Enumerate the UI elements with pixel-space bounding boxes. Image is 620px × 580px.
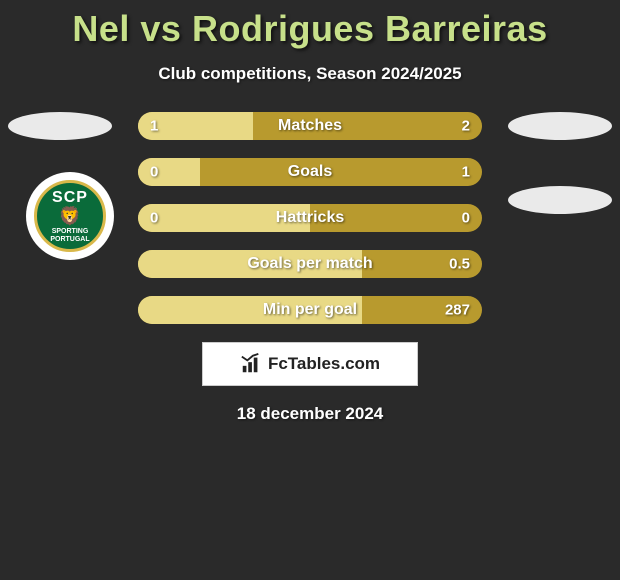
lion-icon: 🦁: [59, 207, 81, 227]
branding-text: FcTables.com: [268, 354, 380, 374]
date-label: 18 december 2024: [0, 404, 620, 424]
bar-label: Hattricks: [276, 209, 344, 227]
bar-value-left: 0: [150, 164, 158, 181]
badge-line2: PORTUGAL: [50, 236, 89, 244]
subtitle: Club competitions, Season 2024/2025: [0, 64, 620, 84]
bar-label: Goals per match: [247, 255, 372, 273]
stat-bar-matches: 1 Matches 2: [138, 112, 482, 140]
stat-bar-hattricks: 0 Hattricks 0: [138, 204, 482, 232]
stat-bar-goals: 0 Goals 1: [138, 158, 482, 186]
club-badge-inner: SCP 🦁 SPORTING PORTUGAL: [34, 180, 106, 252]
bar-value-right: 0.5: [449, 256, 470, 273]
bar-label: Matches: [278, 117, 342, 135]
stat-bars: 1 Matches 2 0 Goals 1 0 Hattricks 0 Goal…: [138, 112, 482, 324]
page-title: Nel vs Rodrigues Barreiras: [0, 0, 620, 50]
bar-label: Goals: [288, 163, 332, 181]
player-photo-placeholder-right-2: [508, 186, 612, 214]
club-badge: SCP 🦁 SPORTING PORTUGAL: [26, 172, 114, 260]
bar-value-right: 287: [445, 302, 470, 319]
badge-abbrev: SCP: [52, 189, 88, 207]
bar-label: Min per goal: [263, 301, 357, 319]
bar-value-right: 2: [462, 118, 470, 135]
branding-box: FcTables.com: [202, 342, 418, 386]
bar-chart-icon: [240, 353, 262, 375]
stat-bar-min-per-goal: Min per goal 287: [138, 296, 482, 324]
stat-bar-goals-per-match: Goals per match 0.5: [138, 250, 482, 278]
bar-value-left: 1: [150, 118, 158, 135]
player-photo-placeholder-right-1: [508, 112, 612, 140]
bar-fill: [138, 158, 200, 186]
chart-area: SCP 🦁 SPORTING PORTUGAL 1 Matches 2 0 Go…: [0, 112, 620, 424]
badge-line1: SPORTING: [52, 228, 89, 236]
bar-value-left: 0: [150, 210, 158, 227]
player-photo-placeholder-left: [8, 112, 112, 140]
bar-value-right: 0: [462, 210, 470, 227]
bar-value-right: 1: [462, 164, 470, 181]
